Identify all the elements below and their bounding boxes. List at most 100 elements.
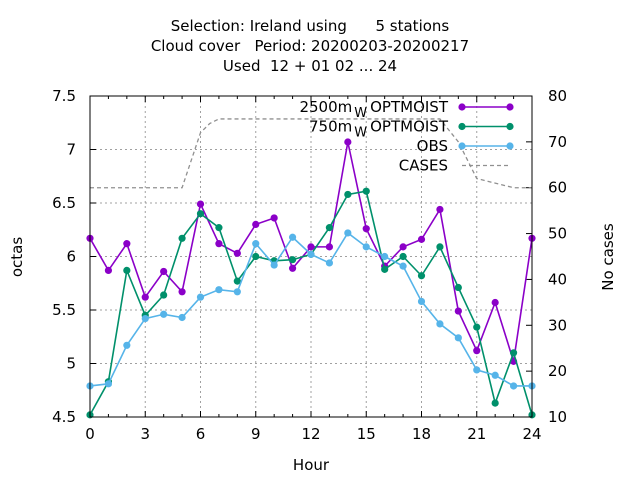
data-point: [362, 187, 370, 195]
data-point: [436, 243, 444, 251]
data-point: [252, 240, 260, 248]
data-point: [473, 323, 481, 331]
y-tick-label: 5.5: [52, 301, 76, 319]
data-point: [288, 256, 297, 264]
legend-marker: [458, 122, 466, 131]
legend-label-main: OBS: [417, 137, 448, 155]
data-point: [436, 205, 444, 214]
data-point: [141, 314, 149, 323]
data-point: [491, 371, 499, 379]
data-point: [362, 225, 370, 233]
data-point: [160, 291, 168, 299]
chart-title-line-3: Used 12 + 01 02 ... 24: [222, 57, 398, 75]
data-point: [325, 224, 334, 232]
data-point: [381, 265, 389, 273]
data-point: [454, 283, 462, 292]
data-point: [417, 297, 426, 306]
data-point: [473, 366, 481, 374]
data-point: [215, 286, 223, 294]
y-tick-label: 6: [66, 248, 76, 266]
legend-marker: [506, 142, 514, 150]
x-axis-label: Hour: [293, 456, 330, 474]
plot-border: [89, 95, 533, 418]
legend-label: 2500m W OPTMOIST: [299, 98, 448, 121]
legend-label-main: 750m: [309, 118, 352, 136]
data-point: [196, 210, 205, 218]
data-point: [215, 240, 223, 248]
legend-marker: [506, 103, 514, 111]
data-point: [417, 235, 426, 243]
x-tick-label: 24: [522, 425, 541, 443]
legend-label-tail: OPTMOIST: [370, 98, 449, 116]
chart-title-line-2: Cloud cover Period: 20200203-20200217: [150, 37, 470, 55]
data-point: [178, 234, 186, 242]
data-point: [141, 293, 149, 301]
data-point: [104, 380, 113, 388]
data-point: [178, 313, 186, 322]
data-point: [381, 252, 389, 261]
data-point: [362, 243, 370, 251]
data-point: [436, 320, 444, 328]
y2-tick-label: 70: [548, 133, 567, 151]
y2-tick-label: 40: [548, 270, 567, 288]
y2-tick-label: 10: [548, 408, 567, 426]
data-point: [307, 243, 315, 251]
data-point: [288, 233, 297, 241]
legend-label-subscript: W: [354, 106, 367, 121]
y-tick-label: 7: [66, 141, 76, 159]
y2-tick-label: 30: [548, 316, 567, 334]
data-point: [178, 288, 186, 296]
y2-tick-label: 80: [548, 87, 567, 105]
x-tick-label: 3: [140, 425, 150, 443]
legend-label-main: 2500m: [299, 98, 352, 116]
legend-marker: [458, 103, 466, 111]
y-tick-label: 5: [66, 355, 76, 373]
legend-marker: [506, 122, 514, 131]
data-point: [307, 250, 315, 258]
y-axis-label: octas: [8, 237, 26, 277]
legend-label-main: CASES: [399, 157, 448, 175]
data-point: [196, 293, 205, 301]
data-point: [270, 214, 278, 222]
x-tick-label: 0: [85, 425, 95, 443]
data-point: [233, 277, 241, 285]
legend-marker: [458, 142, 466, 150]
data-point: [325, 259, 334, 267]
x-tick-label: 9: [251, 425, 261, 443]
data-point: [123, 240, 131, 248]
y-tick-label: 7.5: [52, 87, 76, 105]
x-tick-label: 15: [357, 425, 376, 443]
legend-label: CASES: [399, 157, 448, 175]
data-point: [399, 262, 407, 270]
data-point: [509, 349, 518, 357]
data-point: [196, 200, 205, 208]
data-point: [288, 264, 297, 272]
y2-axis-label: No cases: [599, 223, 617, 291]
data-point: [417, 272, 426, 280]
data-point: [325, 243, 334, 251]
x-tick-label: 18: [412, 425, 431, 443]
data-point: [473, 347, 481, 355]
data-point: [252, 252, 260, 261]
plot-area: [86, 118, 536, 419]
data-point: [491, 399, 499, 407]
legend-label: 750m W OPTMOIST: [309, 118, 449, 141]
data-point: [104, 266, 113, 275]
data-point: [160, 267, 168, 276]
data-point: [270, 261, 278, 269]
data-point: [344, 190, 352, 199]
data-point: [399, 243, 407, 251]
data-point: [344, 138, 352, 146]
y2-tick-label: 20: [548, 362, 567, 380]
y2-tick-label: 50: [548, 225, 567, 243]
y-tick-label: 4.5: [52, 408, 76, 426]
data-point: [491, 298, 499, 307]
axis-ticks: 0 3 6 9 12 15 18 21 24 4.5 5 5.5 6 6.5 7 7.5 10 20 30 40 50 6…: [52, 87, 567, 443]
legend-label: OBS: [417, 137, 448, 155]
data-point: [215, 224, 223, 232]
data-point: [123, 341, 131, 349]
data-point: [509, 382, 518, 390]
data-point: [454, 334, 462, 342]
x-tick-label: 6: [196, 425, 206, 443]
